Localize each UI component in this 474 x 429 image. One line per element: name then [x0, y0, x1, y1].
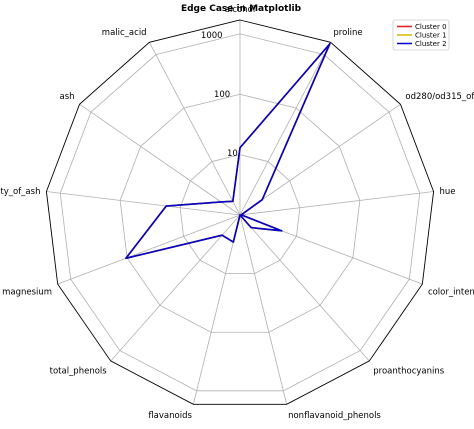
axis-label-ash: ash — [60, 92, 75, 102]
series-line-cluster-2 — [125, 42, 331, 260]
axis-label-total-phenols: total_phenols — [50, 366, 108, 376]
spoke-gridline — [149, 42, 241, 216]
spoke-gridline — [239, 214, 370, 362]
radial-tick-label: 10 — [227, 149, 238, 159]
legend-label-cluster-0: Cluster 0 — [415, 23, 447, 31]
axis-label-alcohol: alcohol — [225, 5, 255, 15]
series-lines — [125, 42, 331, 260]
axis-label-od280-od315-of-diluted-wines: od280/od315_of_diluted_wines — [405, 92, 474, 102]
legend-box — [392, 19, 450, 51]
axis-label-magnesium: magnesium — [2, 287, 52, 297]
spoke-gridline — [239, 103, 401, 216]
radial-tick-label: 1000 — [201, 31, 223, 41]
spoke-gridline — [110, 214, 241, 362]
spoke-gridline — [192, 214, 241, 405]
radial-tick-label: 100 — [214, 90, 230, 100]
axis-label-nonflavanoid-phenols: nonflavanoid_phenols — [288, 411, 381, 421]
spoke-gridline — [239, 42, 331, 216]
outer-frame — [45, 19, 435, 405]
axis-label-hue: hue — [440, 187, 456, 197]
spoke-gridline — [239, 191, 434, 216]
axis-label-proanthocyanins: proanthocyanins — [373, 366, 444, 376]
grid — [45, 19, 435, 405]
axis-label-proline: proline — [333, 28, 362, 38]
ring-gridline — [119, 93, 361, 333]
axis-label-alcalinity-of-ash: alcalinity_of_ash — [0, 187, 40, 197]
axis-label-malic-acid: malic_acid — [102, 28, 147, 38]
spoke-gridline — [46, 191, 241, 216]
axis-labels: alcohol proline od280/od315_of_diluted_win… — [0, 5, 474, 421]
ring-gridline — [59, 33, 421, 392]
spoke-gridline — [79, 103, 241, 216]
legend-label-cluster-1: Cluster 1 — [415, 32, 447, 40]
ring-gridline — [179, 154, 301, 275]
radial-ticks: 10 100 1000 — [201, 31, 238, 159]
spoke-gridline — [57, 214, 241, 285]
chart-title: Edge Case in Matplotlib — [181, 4, 302, 14]
legend: Cluster 0 Cluster 1 Cluster 2 — [392, 19, 450, 51]
spoke-gridline — [239, 214, 288, 405]
axis-label-flavanoids: flavanoids — [148, 411, 192, 421]
axis-label-color-intensity: color_intensity — [428, 287, 474, 297]
legend-label-cluster-2: Cluster 2 — [415, 40, 447, 48]
